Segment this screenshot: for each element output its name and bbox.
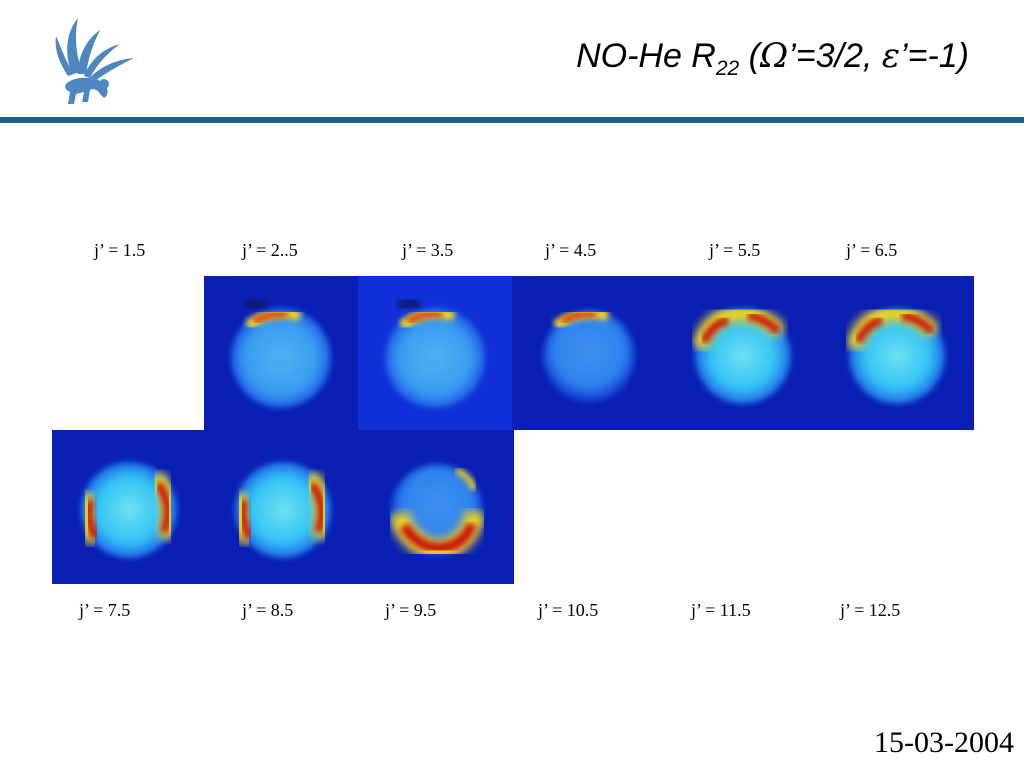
label-j-3-5: j’ = 3.5: [402, 240, 454, 260]
label-j-12-5: j’ = 12.5: [840, 600, 901, 620]
image-j-7-5: [52, 430, 206, 584]
image-j-4-5: [512, 276, 666, 430]
label-j-6-5: j’ = 6.5: [846, 240, 898, 260]
label-j-8-5: j’ = 8.5: [242, 600, 294, 620]
slide-date: 15-03-2004: [874, 726, 1014, 759]
image-j-5-5: [666, 276, 820, 430]
label-j-2-5: j’ = 2..5: [242, 240, 298, 260]
label-j-9-5: j’ = 9.5: [385, 600, 437, 620]
image-j-9-5: [360, 430, 514, 584]
slide-title: NO-He R22 (Ω’=3/2, ε’=-1): [576, 36, 969, 80]
header-rule: [0, 117, 1024, 123]
label-j-5-5: j’ = 5.5: [709, 240, 761, 260]
image-j-8-5: [206, 430, 360, 584]
image-j-6-5: [820, 276, 974, 430]
label-j-11-5: j’ = 11.5: [691, 600, 751, 620]
image-j-2-5: [204, 276, 358, 430]
label-j-10-5: j’ = 10.5: [538, 600, 599, 620]
image-j-3-5: [358, 276, 512, 430]
label-j-1-5: j’ = 1.5: [94, 240, 146, 260]
label-j-7-5: j’ = 7.5: [79, 600, 131, 620]
university-logo: [55, 18, 134, 104]
label-j-4-5: j’ = 4.5: [545, 240, 597, 260]
